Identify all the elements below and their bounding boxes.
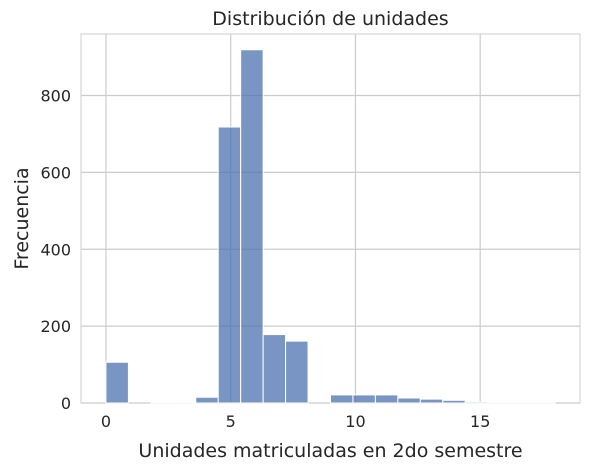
histogram-bar — [464, 401, 489, 404]
x-axis-label: Unidades matriculadas en 2do semestre — [138, 440, 522, 462]
histogram-bar — [442, 399, 466, 404]
x-tick-label: 15 — [470, 412, 490, 431]
histogram-bar — [195, 396, 219, 404]
histogram-bar — [352, 394, 376, 404]
histogram-bar — [105, 361, 129, 404]
x-tick-label: 5 — [226, 412, 236, 431]
histogram-bar — [240, 49, 264, 404]
x-tick-label: 10 — [345, 412, 365, 431]
histogram-bar — [419, 398, 444, 404]
y-tick-labels: 0 200 400 600 800 — [40, 87, 71, 414]
y-axis-label: Frecuencia — [11, 167, 33, 269]
histogram-bars — [105, 49, 556, 404]
histogram-bar — [150, 401, 174, 404]
histogram-bar — [330, 394, 354, 404]
x-tick-labels: 0 5 10 15 — [101, 412, 491, 431]
y-tick-label: 0 — [61, 394, 71, 413]
x-tick-label: 0 — [101, 412, 111, 431]
histogram-bar — [217, 126, 242, 404]
y-tick-label: 800 — [40, 87, 71, 106]
y-tick-label: 600 — [40, 163, 71, 182]
y-tick-label: 200 — [40, 317, 71, 336]
histogram-bar — [262, 334, 287, 404]
chart-title: Distribución de unidades — [212, 8, 448, 30]
histogram-bar — [397, 397, 421, 404]
y-tick-label: 400 — [40, 240, 71, 259]
plot-area — [80, 33, 581, 404]
histogram-bar — [285, 340, 309, 404]
histogram-bar — [374, 394, 399, 404]
